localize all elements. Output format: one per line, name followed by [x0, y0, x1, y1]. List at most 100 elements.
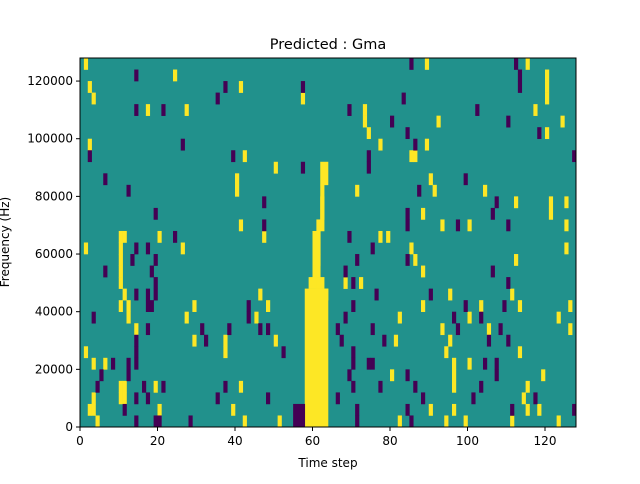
- heatmap-cell-positive: [316, 219, 321, 232]
- heatmap-cell-negative: [517, 69, 523, 82]
- heatmap-cell-positive: [463, 415, 468, 428]
- heatmap-cell-negative: [455, 323, 461, 336]
- heatmap-cell-negative: [134, 357, 139, 370]
- heatmap-cell-negative: [300, 161, 306, 174]
- heatmap-cell-positive: [545, 69, 550, 82]
- heatmap-cell-negative: [502, 300, 507, 312]
- heatmap-cell-positive: [517, 300, 523, 312]
- heatmap-cell-positive: [564, 242, 569, 255]
- heatmap-cell-positive: [421, 207, 426, 220]
- heatmap-cell-negative: [223, 81, 228, 93]
- heatmap-cell-negative: [130, 254, 135, 266]
- heatmap-cell-positive: [238, 380, 244, 393]
- heatmap-cell-negative: [157, 415, 162, 428]
- heatmap-cell-negative: [153, 288, 158, 301]
- heatmap-cell-positive: [564, 196, 569, 209]
- heatmap-cell-negative: [153, 277, 158, 289]
- heatmap-cell-positive: [467, 357, 472, 370]
- heatmap-cell-negative: [227, 323, 232, 336]
- heatmap-cell-negative: [390, 115, 395, 128]
- heatmap-cell-negative: [87, 150, 92, 163]
- heatmap-cell-positive: [362, 115, 368, 128]
- heatmap-cell-positive: [440, 219, 445, 232]
- heatmap-cell-negative: [134, 415, 139, 428]
- heatmap-cell-negative: [134, 346, 139, 359]
- heatmap-cell-negative: [378, 380, 383, 393]
- heatmap-cell-negative: [246, 311, 251, 324]
- heatmap-cell-negative: [421, 392, 426, 405]
- x-tick-label: 80: [382, 434, 397, 448]
- heatmap-cell-positive: [184, 104, 189, 116]
- heatmap-cell-positive: [362, 104, 368, 116]
- heatmap-cell-positive: [91, 392, 96, 405]
- heatmap-cell-positive: [452, 357, 457, 370]
- chart-title: Predicted : Gma: [270, 37, 386, 53]
- heatmap-cell-positive: [258, 288, 263, 301]
- heatmap-cell-positive: [467, 311, 472, 324]
- heatmap-cell-positive: [541, 369, 546, 382]
- heatmap-cell-negative: [374, 288, 379, 301]
- heatmap-cell-positive: [386, 230, 391, 243]
- heatmap-cell-positive: [87, 138, 92, 151]
- heatmap-cell-positive: [343, 277, 348, 289]
- heatmap-cell-negative: [145, 392, 151, 405]
- heatmap-cell-negative: [111, 357, 116, 370]
- heatmap-cell-negative: [463, 173, 468, 186]
- heatmap-cell-positive: [514, 254, 519, 266]
- y-tick-label: 60000: [35, 247, 73, 261]
- heatmap-cell-negative: [494, 196, 499, 209]
- heatmap-cell-positive: [483, 184, 488, 197]
- heatmap-cell-negative: [215, 392, 220, 405]
- heatmap-cell-positive: [91, 92, 96, 105]
- heatmap-cell-positive: [378, 138, 383, 151]
- heatmap-cell-negative: [293, 403, 306, 428]
- heatmap-cell-negative: [417, 184, 422, 197]
- heatmap-cell-negative: [142, 380, 147, 393]
- heatmap-cell-positive: [397, 415, 402, 428]
- heatmap-cell-negative: [366, 161, 371, 174]
- y-axis-label: Frequency (Hz): [0, 197, 12, 288]
- heatmap-cell-negative: [355, 403, 360, 416]
- heatmap-cell-negative: [506, 115, 511, 128]
- heatmap-cell-positive: [448, 334, 453, 347]
- heatmap-cell-negative: [153, 415, 158, 428]
- heatmap-cell-negative: [409, 415, 414, 428]
- heatmap-cell-negative: [246, 300, 251, 312]
- heatmap-cell-positive: [537, 403, 542, 416]
- heatmap-cell-negative: [506, 219, 511, 232]
- heatmap-cell-positive: [428, 403, 433, 416]
- heatmap-cell-positive: [486, 323, 492, 336]
- heatmap-cell-positive: [390, 369, 395, 382]
- heatmap-cell-negative: [161, 104, 166, 116]
- heatmap-cell-negative: [355, 415, 360, 428]
- heatmap-cell-positive: [378, 230, 383, 243]
- heatmap-cell-positive: [300, 92, 306, 105]
- heatmap-cell-negative: [161, 380, 166, 393]
- heatmap-cell-negative: [266, 392, 271, 405]
- heatmap-cell-positive: [231, 403, 236, 416]
- heatmap-cell-positive: [436, 115, 441, 128]
- heatmap-cell-negative: [281, 346, 286, 359]
- heatmap-cell-negative: [145, 300, 151, 312]
- heatmap-cell-positive: [444, 415, 449, 428]
- heatmap-cell-positive: [424, 58, 430, 70]
- heatmap-cell-positive: [266, 300, 271, 312]
- heatmap-cell-positive: [560, 115, 565, 128]
- heatmap-cell-positive: [118, 392, 123, 405]
- heatmap-cell-positive: [91, 357, 96, 370]
- heatmap-cell-positive: [514, 196, 519, 209]
- heatmap-cell-negative: [463, 300, 468, 312]
- heatmap-cell-positive: [242, 415, 247, 428]
- heatmap-cell-negative: [405, 127, 410, 140]
- heatmap-cell-negative: [494, 357, 499, 370]
- heatmap-cell-positive: [118, 254, 123, 266]
- heatmap-cell-negative: [103, 265, 108, 278]
- heatmap-cell-positive: [254, 311, 259, 324]
- heatmap-cell-negative: [370, 323, 375, 336]
- heatmap-cell-negative: [506, 277, 511, 289]
- heatmap-cell-positive: [242, 150, 247, 163]
- heatmap-cell-negative: [510, 403, 515, 416]
- heatmap-cell-positive: [87, 81, 92, 93]
- y-tick-label: 100000: [27, 132, 73, 146]
- heatmap-cell-positive: [421, 265, 426, 278]
